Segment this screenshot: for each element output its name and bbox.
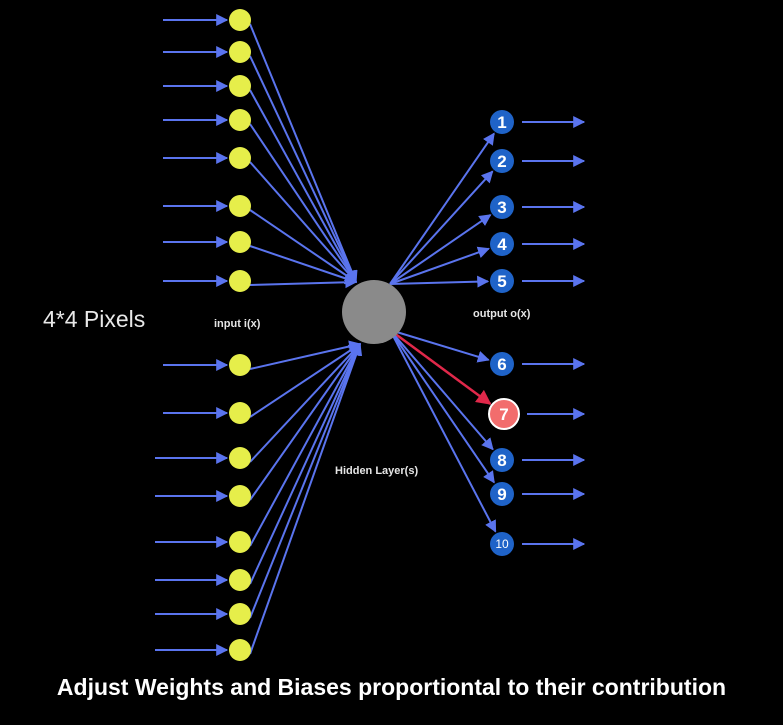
output-node-circle — [490, 352, 514, 376]
connection-edges — [249, 23, 497, 655]
input-node — [229, 402, 251, 424]
input-layer — [229, 9, 251, 661]
output-edge — [389, 329, 490, 363]
input-edge — [249, 209, 357, 283]
input-edge — [249, 55, 357, 284]
input-node — [229, 9, 251, 31]
input-edge — [249, 123, 357, 283]
input-node — [229, 531, 251, 553]
input-edge — [249, 23, 358, 284]
output-node-label: 8 — [497, 451, 506, 470]
output-layer: 1 2 3 4 5 6 7 8 9 10 — [488, 110, 520, 556]
input-edge — [249, 342, 361, 585]
output-edge — [389, 329, 497, 533]
output-node-circle — [490, 110, 514, 134]
input-label: input i(x) — [214, 318, 261, 330]
input-node — [229, 41, 251, 63]
output-edge — [389, 132, 495, 285]
input-node — [229, 354, 251, 376]
pixels-label: 4*4 Pixels — [43, 306, 146, 332]
input-node — [229, 75, 251, 97]
hidden-layer-label: Hidden Layer(s) — [335, 465, 419, 477]
input-node — [229, 195, 251, 217]
input-arrows — [155, 14, 229, 656]
input-edge — [249, 161, 357, 283]
output-edge — [389, 214, 492, 285]
output-label: output o(x) — [473, 308, 531, 320]
input-edge — [249, 340, 362, 370]
output-node-circle — [490, 448, 514, 472]
output-node: 3 — [490, 195, 514, 219]
output-node: 2 — [490, 149, 514, 173]
output-node-label: 6 — [497, 355, 506, 374]
input-node — [229, 270, 251, 292]
input-edge — [249, 342, 362, 619]
output-node-circle — [490, 269, 514, 293]
output-edge — [389, 329, 495, 484]
highlighted-edge — [389, 328, 492, 405]
output-node-circle — [490, 149, 514, 173]
output-node-highlighted: 7 — [488, 398, 520, 430]
output-arrows — [522, 116, 586, 550]
input-edge — [249, 343, 361, 463]
output-node-circle — [490, 195, 514, 219]
input-node — [229, 569, 251, 591]
input-edge — [249, 245, 358, 285]
output-node-circle — [490, 532, 514, 556]
output-node: 4 — [490, 232, 514, 256]
output-edge — [389, 275, 490, 288]
output-node: 5 — [490, 269, 514, 293]
input-node — [229, 603, 251, 625]
output-node-label: 10 — [495, 537, 509, 551]
input-node — [229, 147, 251, 169]
output-node-circle — [490, 232, 514, 256]
input-edge — [249, 276, 358, 289]
output-node-label: 7 — [499, 405, 508, 424]
input-node — [229, 447, 251, 469]
output-node-circle — [488, 398, 520, 430]
input-node — [229, 639, 251, 661]
output-node-label: 9 — [497, 485, 506, 504]
output-node: 1 — [490, 110, 514, 134]
input-node — [229, 485, 251, 507]
input-node — [229, 231, 251, 253]
input-edge — [249, 342, 361, 547]
input-node — [229, 109, 251, 131]
output-node-label: 1 — [497, 113, 506, 132]
output-node-label: 2 — [497, 152, 506, 171]
output-node: 6 — [490, 352, 514, 376]
output-node-label: 3 — [497, 198, 506, 217]
output-edge — [389, 246, 490, 285]
input-edge — [249, 89, 357, 284]
output-node: 10 — [490, 532, 514, 556]
output-node-label: 4 — [497, 235, 507, 254]
input-edge — [249, 342, 363, 655]
caption: Adjust Weights and Biases proportiontal … — [56, 674, 727, 700]
input-edge — [249, 343, 361, 501]
output-node: 8 — [490, 448, 514, 472]
hidden-node — [342, 280, 406, 344]
output-edge — [389, 170, 494, 285]
output-edge — [389, 329, 494, 451]
output-node: 9 — [490, 482, 514, 506]
output-node-label: 5 — [497, 272, 506, 291]
input-edge — [249, 343, 361, 418]
output-node-circle — [490, 482, 514, 506]
